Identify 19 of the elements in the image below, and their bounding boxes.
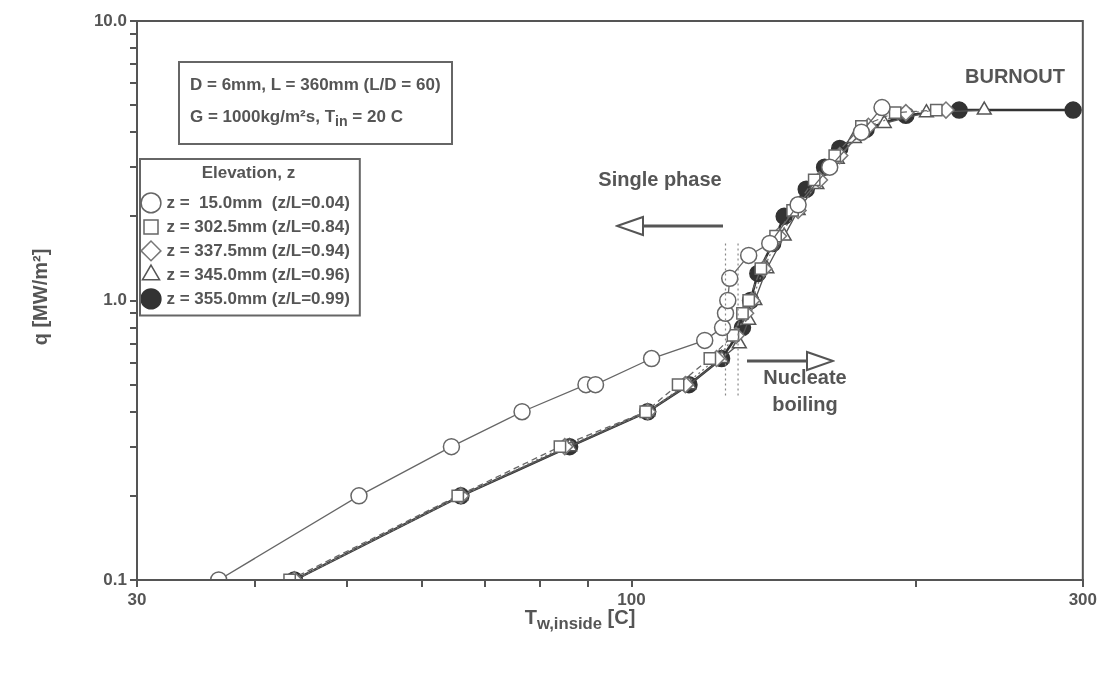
legend-label: z = 15.0mm (z/L=0.04) (166, 192, 350, 212)
annotation: D = 6mm, L = 360mm (L/D = 60) (190, 74, 441, 96)
annotation: G = 1000kg/m²s, T$_{in}$ = 20 C (190, 106, 404, 132)
y-tick-label: 0.1 (103, 569, 127, 589)
y-tick-label: 1.0 (103, 290, 127, 310)
x-tick-label: 300 (1068, 589, 1098, 609)
legend-title: Elevation, z (201, 163, 296, 183)
legend-label: z = 345.0mm (z/L=0.96) (166, 264, 350, 284)
x-tick-label: 100 (617, 589, 646, 609)
x-tick-label: 30 (127, 589, 147, 609)
y-tick-label: 10.0 (93, 10, 127, 30)
annotation: Nucleate boiling (763, 365, 847, 415)
legend-label: z = 302.5mm (z/L=0.84) (166, 216, 350, 236)
annotation: Single phase (598, 167, 722, 190)
x-axis-title: T$_{w,inside}$ [C] (524, 606, 636, 633)
annotation: BURNOUT (965, 64, 1065, 87)
y-axis-title: q [MW/m²] (28, 248, 52, 346)
legend-label: z = 355.0mm (z/L=0.99) (166, 288, 350, 308)
legend-label: z = 337.5mm (z/L=0.94) (166, 240, 350, 260)
